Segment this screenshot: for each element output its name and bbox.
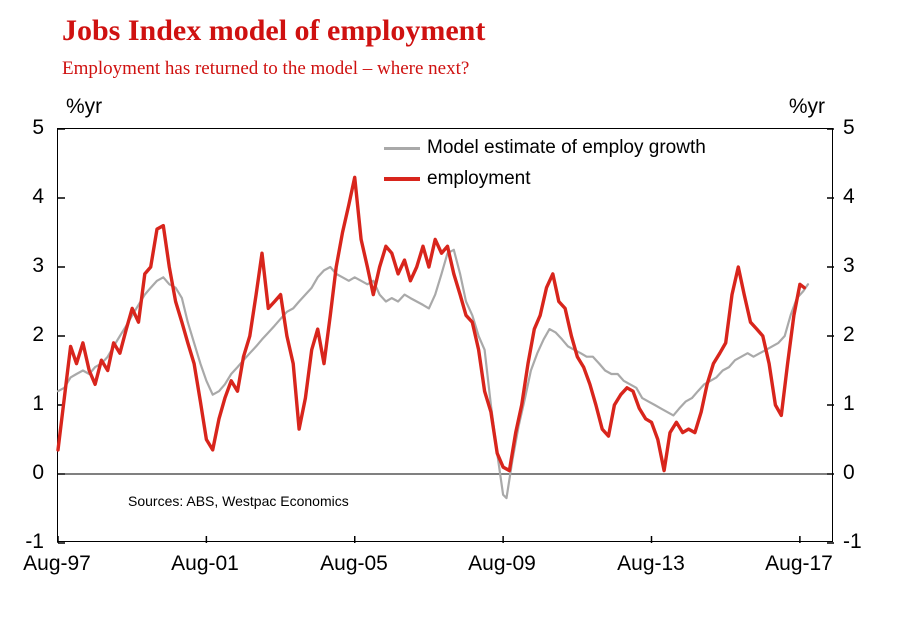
y-tick-label-left-4: 4 (32, 185, 44, 208)
y-tick-label-right-3: 3 (843, 254, 855, 277)
chart-title: Jobs Index model of employment (62, 14, 486, 47)
x-tick-label-aug97: Aug-97 (23, 552, 91, 575)
model-line-swatch-icon (384, 146, 420, 150)
chart-subtitle: Employment has returned to the model – w… (62, 58, 470, 79)
x-tick-label-aug01: Aug-01 (171, 552, 239, 575)
x-tick-label-aug17: Aug-17 (765, 552, 833, 575)
legend-label-model: Model estimate of employ growth (427, 137, 706, 158)
y-tick-label-left-neg1: -1 (25, 530, 44, 553)
legend-label-employment: employment (427, 168, 531, 189)
y-tick-label-left-5: 5 (32, 116, 44, 139)
plot-area: Model estimate of employ growth employme… (56, 128, 834, 544)
y-tick-label-left-3: 3 (32, 254, 44, 277)
x-tick-label-aug09: Aug-09 (468, 552, 536, 575)
x-tick-label-aug13: Aug-13 (617, 552, 685, 575)
y-tick-label-left-0: 0 (32, 461, 44, 484)
line-chart-svg (56, 128, 834, 544)
legend-item-model: Model estimate of employ growth (384, 137, 706, 159)
y-tick-label-left-1: 1 (32, 392, 44, 415)
y-axis-unit-left: %yr (66, 95, 103, 118)
y-tick-label-right-5: 5 (843, 116, 855, 139)
legend-item-employment: employment (384, 168, 706, 190)
y-tick-label-right-1: 1 (843, 392, 855, 415)
y-tick-label-right-4: 4 (843, 185, 855, 208)
employment-line-swatch-icon (384, 177, 420, 181)
x-tick-label-aug05: Aug-05 (320, 552, 388, 575)
y-tick-label-left-2: 2 (32, 323, 44, 346)
y-axis-unit-right: %yr (788, 95, 825, 118)
source-note: Sources: ABS, Westpac Economics (128, 493, 349, 509)
y-tick-label-right-2: 2 (843, 323, 855, 346)
y-tick-label-right-neg1: -1 (843, 530, 862, 553)
legend: Model estimate of employ growth employme… (384, 137, 706, 190)
y-tick-label-right-0: 0 (843, 461, 855, 484)
